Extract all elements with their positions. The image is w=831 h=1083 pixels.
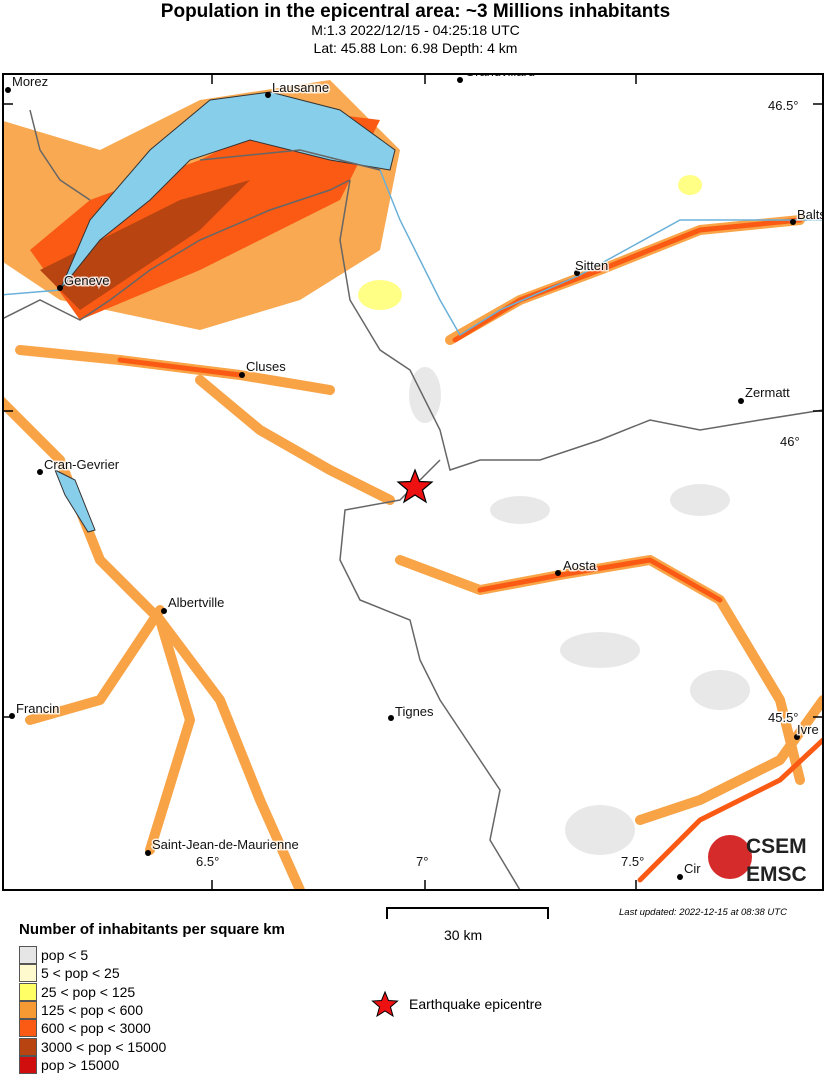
- legend-label: pop > 15000: [41, 1056, 120, 1073]
- lon-tick: 7°: [416, 854, 428, 869]
- legend-item: pop > 15000: [19, 1055, 120, 1074]
- population-density-layer: [3, 80, 823, 890]
- rivers: [3, 169, 823, 337]
- legend-label: 125 < pop < 600: [41, 1001, 143, 1018]
- lake-annecy: [54, 468, 96, 533]
- csem-emsc-logo: CSEM EMSC: [708, 835, 807, 886]
- legend-label: 5 < pop < 25: [41, 965, 120, 982]
- city-label: Cir: [684, 861, 701, 876]
- legend-label: pop < 5: [41, 947, 89, 963]
- city-label: Grandvillard: [465, 70, 535, 79]
- epicentre-label: Earthquake epicentre: [409, 996, 543, 1012]
- legend-title: Number of inhabitants per square km: [19, 921, 285, 938]
- legend-item: pop < 5: [19, 946, 88, 964]
- scale-bar: [386, 907, 549, 919]
- city-label: Albertville: [168, 595, 224, 610]
- city-label: Cluses: [246, 359, 286, 374]
- city-label: Morez: [12, 74, 48, 89]
- legend-item: 25 < pop < 125: [19, 982, 136, 1001]
- legend-swatch: [19, 1000, 37, 1019]
- city-label: Saint-Jean-de-Maurienne: [152, 837, 299, 852]
- legend-swatch: [19, 1037, 37, 1056]
- city-label: Balts: [797, 207, 826, 222]
- legend-swatch: [19, 1055, 37, 1074]
- city-label: Aosta: [563, 558, 597, 573]
- legend-epicentre: Earthquake epicentre: [371, 990, 542, 1018]
- epicentre-star-icon: [396, 468, 434, 504]
- lat-tick: 46°: [780, 434, 800, 449]
- logo-csem: CSEM: [746, 835, 807, 858]
- city-label: Ivre: [797, 722, 819, 737]
- legend-item: 600 < pop < 3000: [19, 1019, 151, 1038]
- lon-tick: 7.5°: [621, 854, 644, 869]
- city-label: Geneve: [64, 273, 110, 288]
- country-borders: [3, 109, 823, 890]
- city-markers: [5, 77, 800, 880]
- legend-swatch: [19, 964, 37, 983]
- legend-swatch: [19, 982, 37, 1001]
- logo-emsc: EMSC: [746, 863, 807, 886]
- graticule-ticks: [3, 74, 823, 890]
- city-label: Cran-Gevrier: [44, 457, 120, 472]
- legend-label: 600 < pop < 3000: [41, 1020, 151, 1037]
- last-updated: Last updated: 2022-12-15 at 08:38 UTC: [619, 907, 787, 918]
- city-label: Tignes: [395, 704, 434, 719]
- city-labels: Morez Lausanne Grandvillard Balts Geneve…: [11, 70, 826, 878]
- city-label: Zermatt: [745, 385, 790, 400]
- city-label: Lausanne: [272, 80, 329, 95]
- legend-item: 125 < pop < 600: [19, 1000, 143, 1019]
- legend-label: 25 < pop < 125: [41, 983, 136, 1000]
- legend-swatch: [19, 1019, 37, 1038]
- scale-label: 30 km: [444, 927, 483, 943]
- population-map: Morez Lausanne Grandvillard Balts Geneve…: [2, 70, 826, 891]
- red-star-icon: [371, 990, 399, 1018]
- lat-tick: 45.5°: [768, 710, 799, 725]
- city-label: Sitten: [575, 258, 608, 273]
- lat-tick: 46.5°: [768, 98, 799, 113]
- legend-swatch: [19, 946, 37, 964]
- legend-label: 3000 < pop < 15000: [41, 1038, 167, 1055]
- city-label: Francin: [16, 701, 59, 716]
- event-info: M:1.3 2022/12/15 - 04:25:18 UTC: [311, 22, 520, 38]
- event-location: Lat: 45.88 Lon: 6.98 Depth: 4 km: [313, 40, 518, 56]
- map-title: Population in the epicentral area: ~3 Mi…: [160, 1, 671, 22]
- legend-item: 5 < pop < 25: [19, 964, 120, 983]
- lake-geneva: [59, 91, 396, 291]
- lon-tick: 6.5°: [196, 854, 219, 869]
- legend-item: 3000 < pop < 15000: [19, 1037, 167, 1056]
